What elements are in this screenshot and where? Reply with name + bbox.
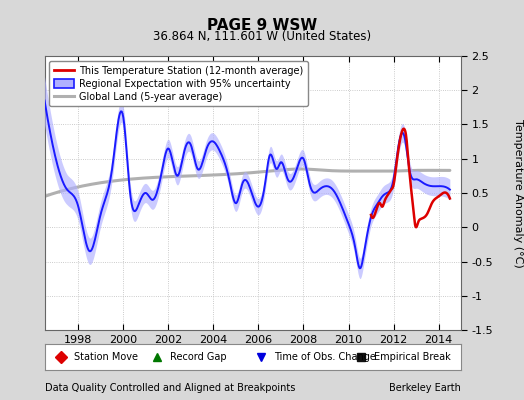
Y-axis label: Temperature Anomaly (°C): Temperature Anomaly (°C) <box>512 119 522 267</box>
Text: Data Quality Controlled and Aligned at Breakpoints: Data Quality Controlled and Aligned at B… <box>45 383 295 393</box>
Legend: This Temperature Station (12-month average), Regional Expectation with 95% uncer: This Temperature Station (12-month avera… <box>49 61 308 106</box>
Text: Record Gap: Record Gap <box>170 352 226 362</box>
Text: PAGE 9 WSW: PAGE 9 WSW <box>207 18 317 33</box>
Text: Time of Obs. Change: Time of Obs. Change <box>274 352 376 362</box>
Text: Berkeley Earth: Berkeley Earth <box>389 383 461 393</box>
Text: Empirical Break: Empirical Break <box>374 352 451 362</box>
Text: Station Move: Station Move <box>74 352 138 362</box>
Text: 36.864 N, 111.601 W (United States): 36.864 N, 111.601 W (United States) <box>153 30 371 43</box>
